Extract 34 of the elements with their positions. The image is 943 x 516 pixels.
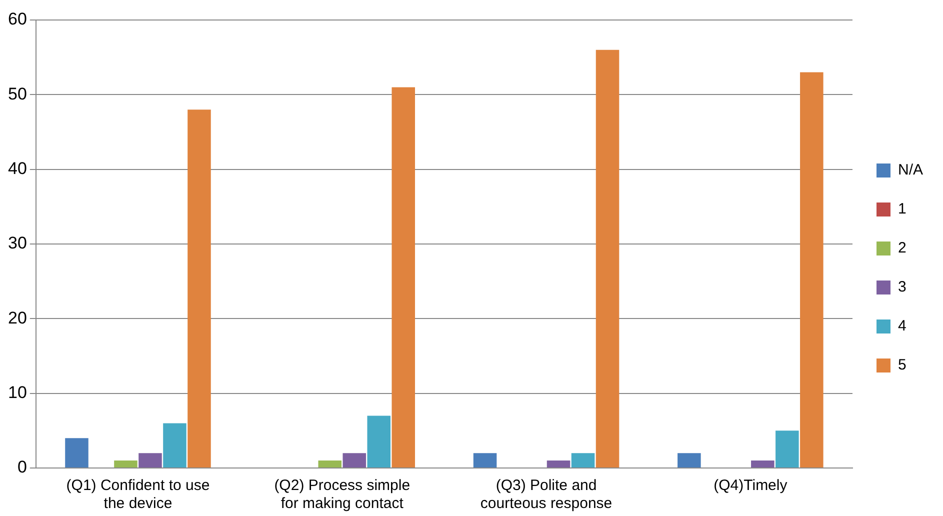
x-tick-label: (Q1) Confident to use the device xyxy=(66,477,210,512)
bar xyxy=(800,72,824,468)
legend-label: 1 xyxy=(898,200,906,218)
legend-label: 3 xyxy=(898,278,906,296)
bar xyxy=(138,453,162,468)
bar xyxy=(114,460,138,468)
bar xyxy=(678,453,701,468)
bar xyxy=(473,453,497,468)
y-tick-label: 30 xyxy=(8,234,27,253)
y-tick-label: 10 xyxy=(8,383,27,402)
bar xyxy=(776,430,799,468)
y-tick-label: 0 xyxy=(17,458,27,477)
bar xyxy=(751,460,774,468)
bar xyxy=(342,453,366,468)
bar xyxy=(392,87,416,468)
bar xyxy=(367,416,391,468)
bar xyxy=(188,110,211,468)
bar xyxy=(318,460,342,468)
y-tick-label: 20 xyxy=(8,308,27,328)
legend-label: 4 xyxy=(898,318,906,335)
bar xyxy=(163,423,186,468)
x-tick-label: (Q3) Polite and courteous response xyxy=(480,477,612,512)
y-tick-label: 50 xyxy=(8,84,27,104)
x-tick-label: (Q4)Timely xyxy=(714,477,788,494)
y-tick-label: 60 xyxy=(8,10,27,29)
y-tick-label: 40 xyxy=(8,159,27,178)
legend-label: 5 xyxy=(898,356,906,374)
bar xyxy=(596,50,620,468)
legend-label: N/A xyxy=(898,162,924,179)
bar xyxy=(571,453,595,468)
legend-label: 2 xyxy=(898,240,906,257)
bar xyxy=(546,460,570,468)
bar xyxy=(65,438,88,468)
x-tick-label: (Q2) Process simple for making contact xyxy=(274,477,410,512)
